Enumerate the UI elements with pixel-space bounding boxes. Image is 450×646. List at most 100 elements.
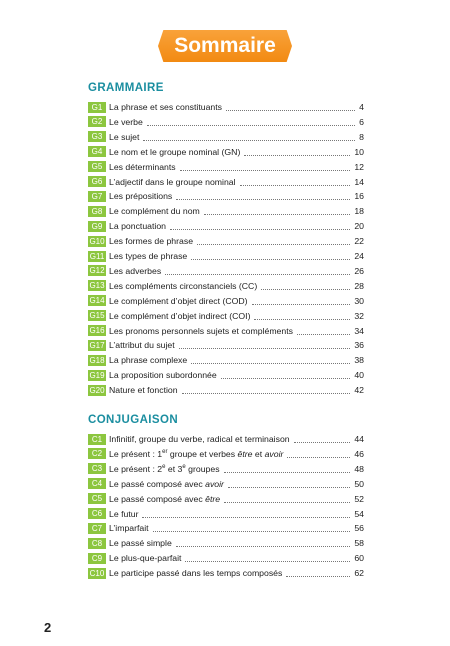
page-ref: 32: [354, 310, 364, 321]
dot-leader: [251, 297, 351, 305]
toc-row: G10 Les formes de phrase 22: [88, 235, 364, 247]
title-part: Le participe passé dans les temps compos…: [109, 568, 283, 579]
dot-leader: [223, 465, 351, 473]
title-part: Les compléments circonstanciels (CC): [109, 280, 258, 291]
code-badge: G16: [88, 325, 106, 336]
entry-title: La phrase complexe: [109, 355, 187, 365]
title-part: être: [205, 493, 221, 504]
entry-title: L’imparfait: [109, 523, 149, 533]
code-badge: G14: [88, 295, 106, 307]
title-part: La ponctuation: [109, 221, 166, 232]
entry-title: La proposition subordonnée: [109, 370, 217, 380]
page-ref: 62: [354, 568, 364, 579]
page-ref: 56: [354, 523, 364, 534]
page-ref: 54: [354, 508, 364, 519]
code-badge: G5: [88, 161, 106, 173]
title-part: L’imparfait: [109, 523, 149, 534]
code-badge: C10: [88, 567, 106, 579]
dot-leader: [203, 207, 351, 216]
entry-title: Le plus-que-parfait: [109, 553, 181, 563]
section-title: CONJUGAISON: [88, 414, 179, 426]
code-badge: G1: [88, 101, 106, 113]
page-ref: 48: [354, 463, 364, 474]
entry-title: Le verbe: [109, 117, 143, 127]
title-part: Le complément du nom: [109, 206, 200, 217]
code-badge: G17: [88, 339, 106, 351]
title-part: Le passé simple: [109, 538, 172, 549]
title-part: Le plus-que-parfait: [109, 553, 182, 564]
toc-row: G12 Les adverbes 26: [88, 265, 364, 277]
toc-row: G9 La ponctuation 20: [88, 220, 364, 232]
entry-title: Le futur: [109, 509, 138, 519]
toc-row: G13 Les compléments circonstanciels (CC) 2…: [88, 280, 364, 292]
dot-leader: [197, 237, 351, 246]
dot-leader: [220, 371, 351, 380]
page-ref: 28: [354, 280, 364, 291]
toc-row: C7 L’imparfait 56: [88, 522, 364, 534]
entry-title: Le passé composé avec être: [109, 494, 220, 504]
dot-leader: [179, 163, 351, 171]
title-part: et 3: [165, 463, 183, 474]
title-part: La phrase complexe: [109, 355, 188, 366]
code-badge: G9: [88, 220, 106, 232]
code-badge: G10: [88, 235, 106, 247]
page-ref: 50: [354, 478, 364, 489]
toc-row: C3 Le présent : 2e et 3e groupes 48: [88, 463, 364, 475]
toc-row: C9 Le plus-que-parfait 60: [88, 552, 364, 564]
toc-row: C4 Le passé composé avec avoir 50: [88, 478, 364, 490]
title-part: La proposition subordonnée: [109, 370, 217, 381]
dot-leader: [227, 480, 351, 488]
title-part: Le passé composé avec: [109, 478, 206, 489]
page-number: 2: [44, 620, 52, 635]
dot-leader: [181, 386, 351, 395]
code-badge: G15: [88, 310, 106, 322]
title-part: Infinitif, groupe du verbe, radical et t…: [109, 434, 290, 444]
entry-title: Les déterminants: [109, 162, 176, 172]
page-ref: 38: [354, 355, 364, 366]
code-badge: G7: [88, 190, 106, 202]
page-ref: 16: [354, 191, 364, 202]
title-part: Le nom et le groupe nominal (GN): [109, 146, 241, 157]
title-part: La phrase et ses constituants: [109, 102, 223, 112]
page-ref: 4: [359, 102, 364, 112]
entry-title: L’adjectif dans le groupe nominal: [109, 177, 236, 187]
title-part: e: [162, 463, 166, 470]
title-part: Les adverbes: [109, 265, 162, 276]
code-badge: C5: [88, 493, 106, 505]
dot-leader: [143, 133, 356, 141]
code-badge: C3: [88, 463, 106, 475]
toc-row: G4 Le nom et le groupe nominal (GN) 10: [88, 146, 364, 158]
title-part: Les déterminants: [109, 161, 176, 172]
dot-leader: [152, 524, 351, 533]
page-ref: 40: [354, 370, 364, 381]
page-ref: 26: [354, 265, 364, 276]
code-badge: C7: [88, 522, 106, 534]
entry-title: Le complément d’objet direct (COD): [109, 296, 248, 306]
page-ref: 24: [354, 251, 364, 261]
title-part: Le complément d’objet direct (COD): [109, 295, 248, 306]
entry-title: Les prépositions: [109, 191, 172, 201]
dot-leader: [226, 103, 356, 111]
dot-leader: [254, 312, 351, 320]
toc-row: G15 Le complément d’objet indirect (COI) 3…: [88, 310, 364, 322]
code-badge: G20: [88, 384, 106, 396]
toc-row: G5 Les déterminants 12: [88, 161, 364, 173]
code-badge: G19: [88, 369, 106, 381]
title-part: Les types de phrase: [109, 251, 188, 261]
code-badge: G2: [88, 116, 106, 128]
title-part: e: [182, 463, 186, 470]
title-part: groupe et verbes: [167, 448, 238, 459]
entry-title: Le sujet: [109, 132, 139, 142]
page-ref: 42: [354, 385, 364, 396]
dot-leader: [296, 327, 351, 335]
dot-leader: [175, 539, 351, 548]
section-title: GRAMMAIRE: [88, 82, 164, 94]
entry-title: Infinitif, groupe du verbe, radical et t…: [109, 434, 290, 444]
title-part: Le futur: [109, 508, 139, 519]
toc-row: G20 Nature et fonction 42: [88, 384, 364, 396]
code-badge: G6: [88, 176, 106, 187]
page-ref: 58: [354, 538, 364, 549]
page-ref: 22: [354, 236, 364, 247]
dot-leader: [287, 450, 351, 458]
